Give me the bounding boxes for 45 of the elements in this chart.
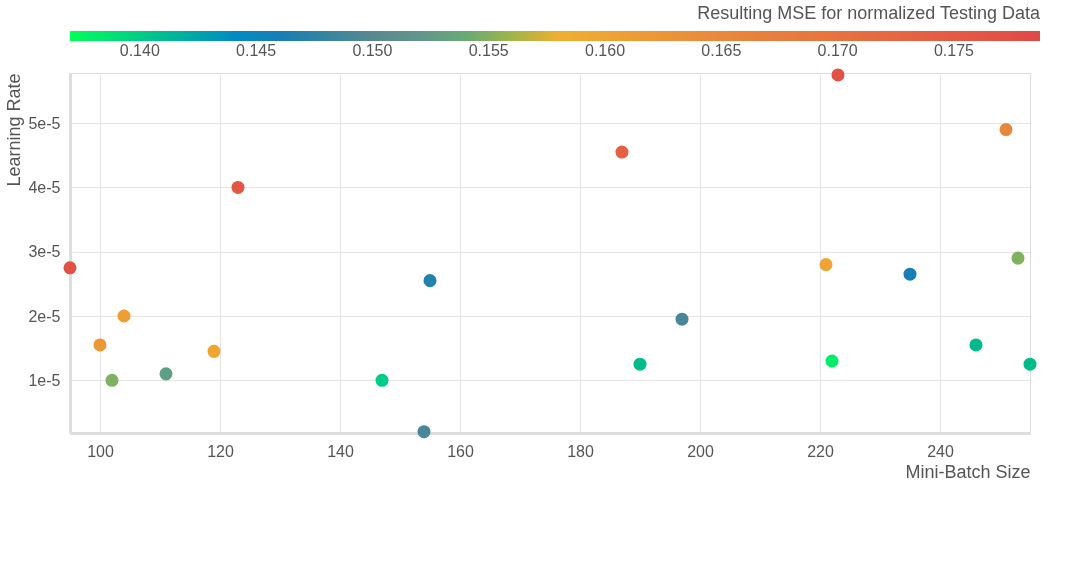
x-axis-title: Mini-Batch Size (905, 461, 1031, 482)
point (93, 338, 107, 352)
y-tick-label: 4e-5 (28, 178, 61, 196)
y-axis-title: Learning Rate (4, 73, 25, 187)
point (903, 267, 917, 281)
point (675, 312, 689, 326)
point (615, 145, 629, 159)
color-bar-label: 0.145 (236, 42, 277, 59)
y-tick-label: 3e-5 (28, 243, 61, 261)
color-bar-label: 0.175 (933, 42, 975, 59)
point (117, 309, 131, 323)
x-tick-label: 140 (327, 442, 354, 460)
point (423, 274, 437, 288)
point (633, 357, 647, 371)
y-tick-label: 5e-5 (28, 114, 61, 132)
point (825, 354, 839, 368)
point (1011, 251, 1025, 265)
point (831, 68, 845, 82)
point (207, 344, 221, 358)
x-tick-label: 160 (447, 442, 474, 460)
color-bar-label: 0.140 (119, 42, 160, 59)
point (819, 258, 833, 272)
point (159, 367, 173, 381)
point (999, 123, 1013, 137)
point (969, 338, 983, 352)
x-tick-label: 100 (87, 442, 114, 460)
point (105, 373, 119, 387)
x-tick-label: 220 (807, 442, 834, 460)
point (417, 425, 431, 439)
y-tick-label: 1e-5 (28, 371, 61, 389)
x-tick-label: 180 (567, 442, 594, 460)
point (231, 180, 245, 194)
color-bar-label: 0.170 (817, 42, 858, 59)
color-bar-label: 0.160 (584, 42, 626, 59)
x-tick-label: 240 (927, 442, 954, 460)
x-tick-label: 200 (687, 442, 714, 460)
color-bar-label: 0.155 (468, 42, 509, 59)
point (1023, 357, 1037, 371)
color-bar-label: 0.165 (701, 42, 742, 59)
color-bar-label: 0.150 (352, 42, 393, 59)
point (375, 373, 389, 387)
y-tick-label: 2e-5 (28, 307, 61, 325)
legend-title: Resulting MSE for normalized Testing Data (697, 3, 1041, 23)
point (63, 261, 77, 275)
x-tick-label: 120 (207, 442, 234, 460)
